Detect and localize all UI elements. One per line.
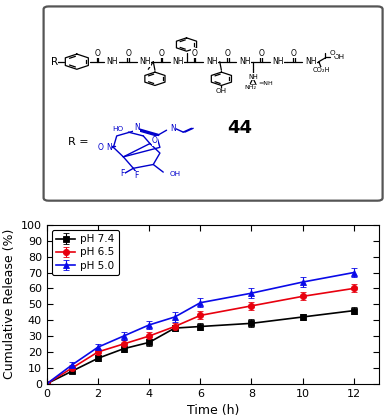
Y-axis label: Cumulative Release (%): Cumulative Release (%): [2, 229, 16, 379]
Text: NH₂: NH₂: [244, 85, 256, 90]
Text: CO₂H: CO₂H: [313, 67, 330, 73]
Text: O: O: [97, 143, 103, 152]
Legend: pH 7.4, pH 6.5, pH 5.0: pH 7.4, pH 6.5, pH 5.0: [52, 230, 119, 275]
Text: OH: OH: [170, 171, 181, 177]
Text: OH: OH: [334, 54, 345, 60]
Text: F: F: [121, 168, 125, 178]
Text: O: O: [192, 49, 198, 58]
Text: R =: R =: [68, 137, 89, 147]
Text: NH: NH: [305, 57, 316, 66]
Text: R: R: [51, 57, 58, 67]
X-axis label: Time (h): Time (h): [187, 404, 239, 417]
Text: O: O: [225, 49, 231, 58]
Text: O: O: [291, 49, 297, 58]
Text: O: O: [152, 136, 158, 145]
Text: N: N: [134, 123, 140, 132]
Text: O: O: [258, 49, 264, 58]
Text: NH: NH: [107, 57, 118, 66]
Text: NH: NH: [172, 57, 184, 66]
Text: O: O: [159, 49, 165, 58]
FancyBboxPatch shape: [44, 6, 383, 201]
Text: NH: NH: [248, 73, 258, 80]
Text: N: N: [170, 124, 176, 133]
Text: =NH: =NH: [258, 81, 273, 86]
Text: NH: NH: [139, 57, 151, 66]
Text: 44: 44: [227, 119, 252, 137]
Text: O: O: [126, 49, 131, 58]
Text: NH: NH: [206, 57, 217, 66]
Text: NH: NH: [272, 57, 284, 66]
Text: O: O: [330, 50, 335, 56]
Text: HO: HO: [112, 126, 124, 132]
Text: OH: OH: [216, 88, 227, 94]
Text: NH: NH: [239, 57, 251, 66]
Text: O: O: [95, 49, 101, 58]
Text: N: N: [106, 143, 112, 152]
Text: F: F: [135, 171, 139, 181]
